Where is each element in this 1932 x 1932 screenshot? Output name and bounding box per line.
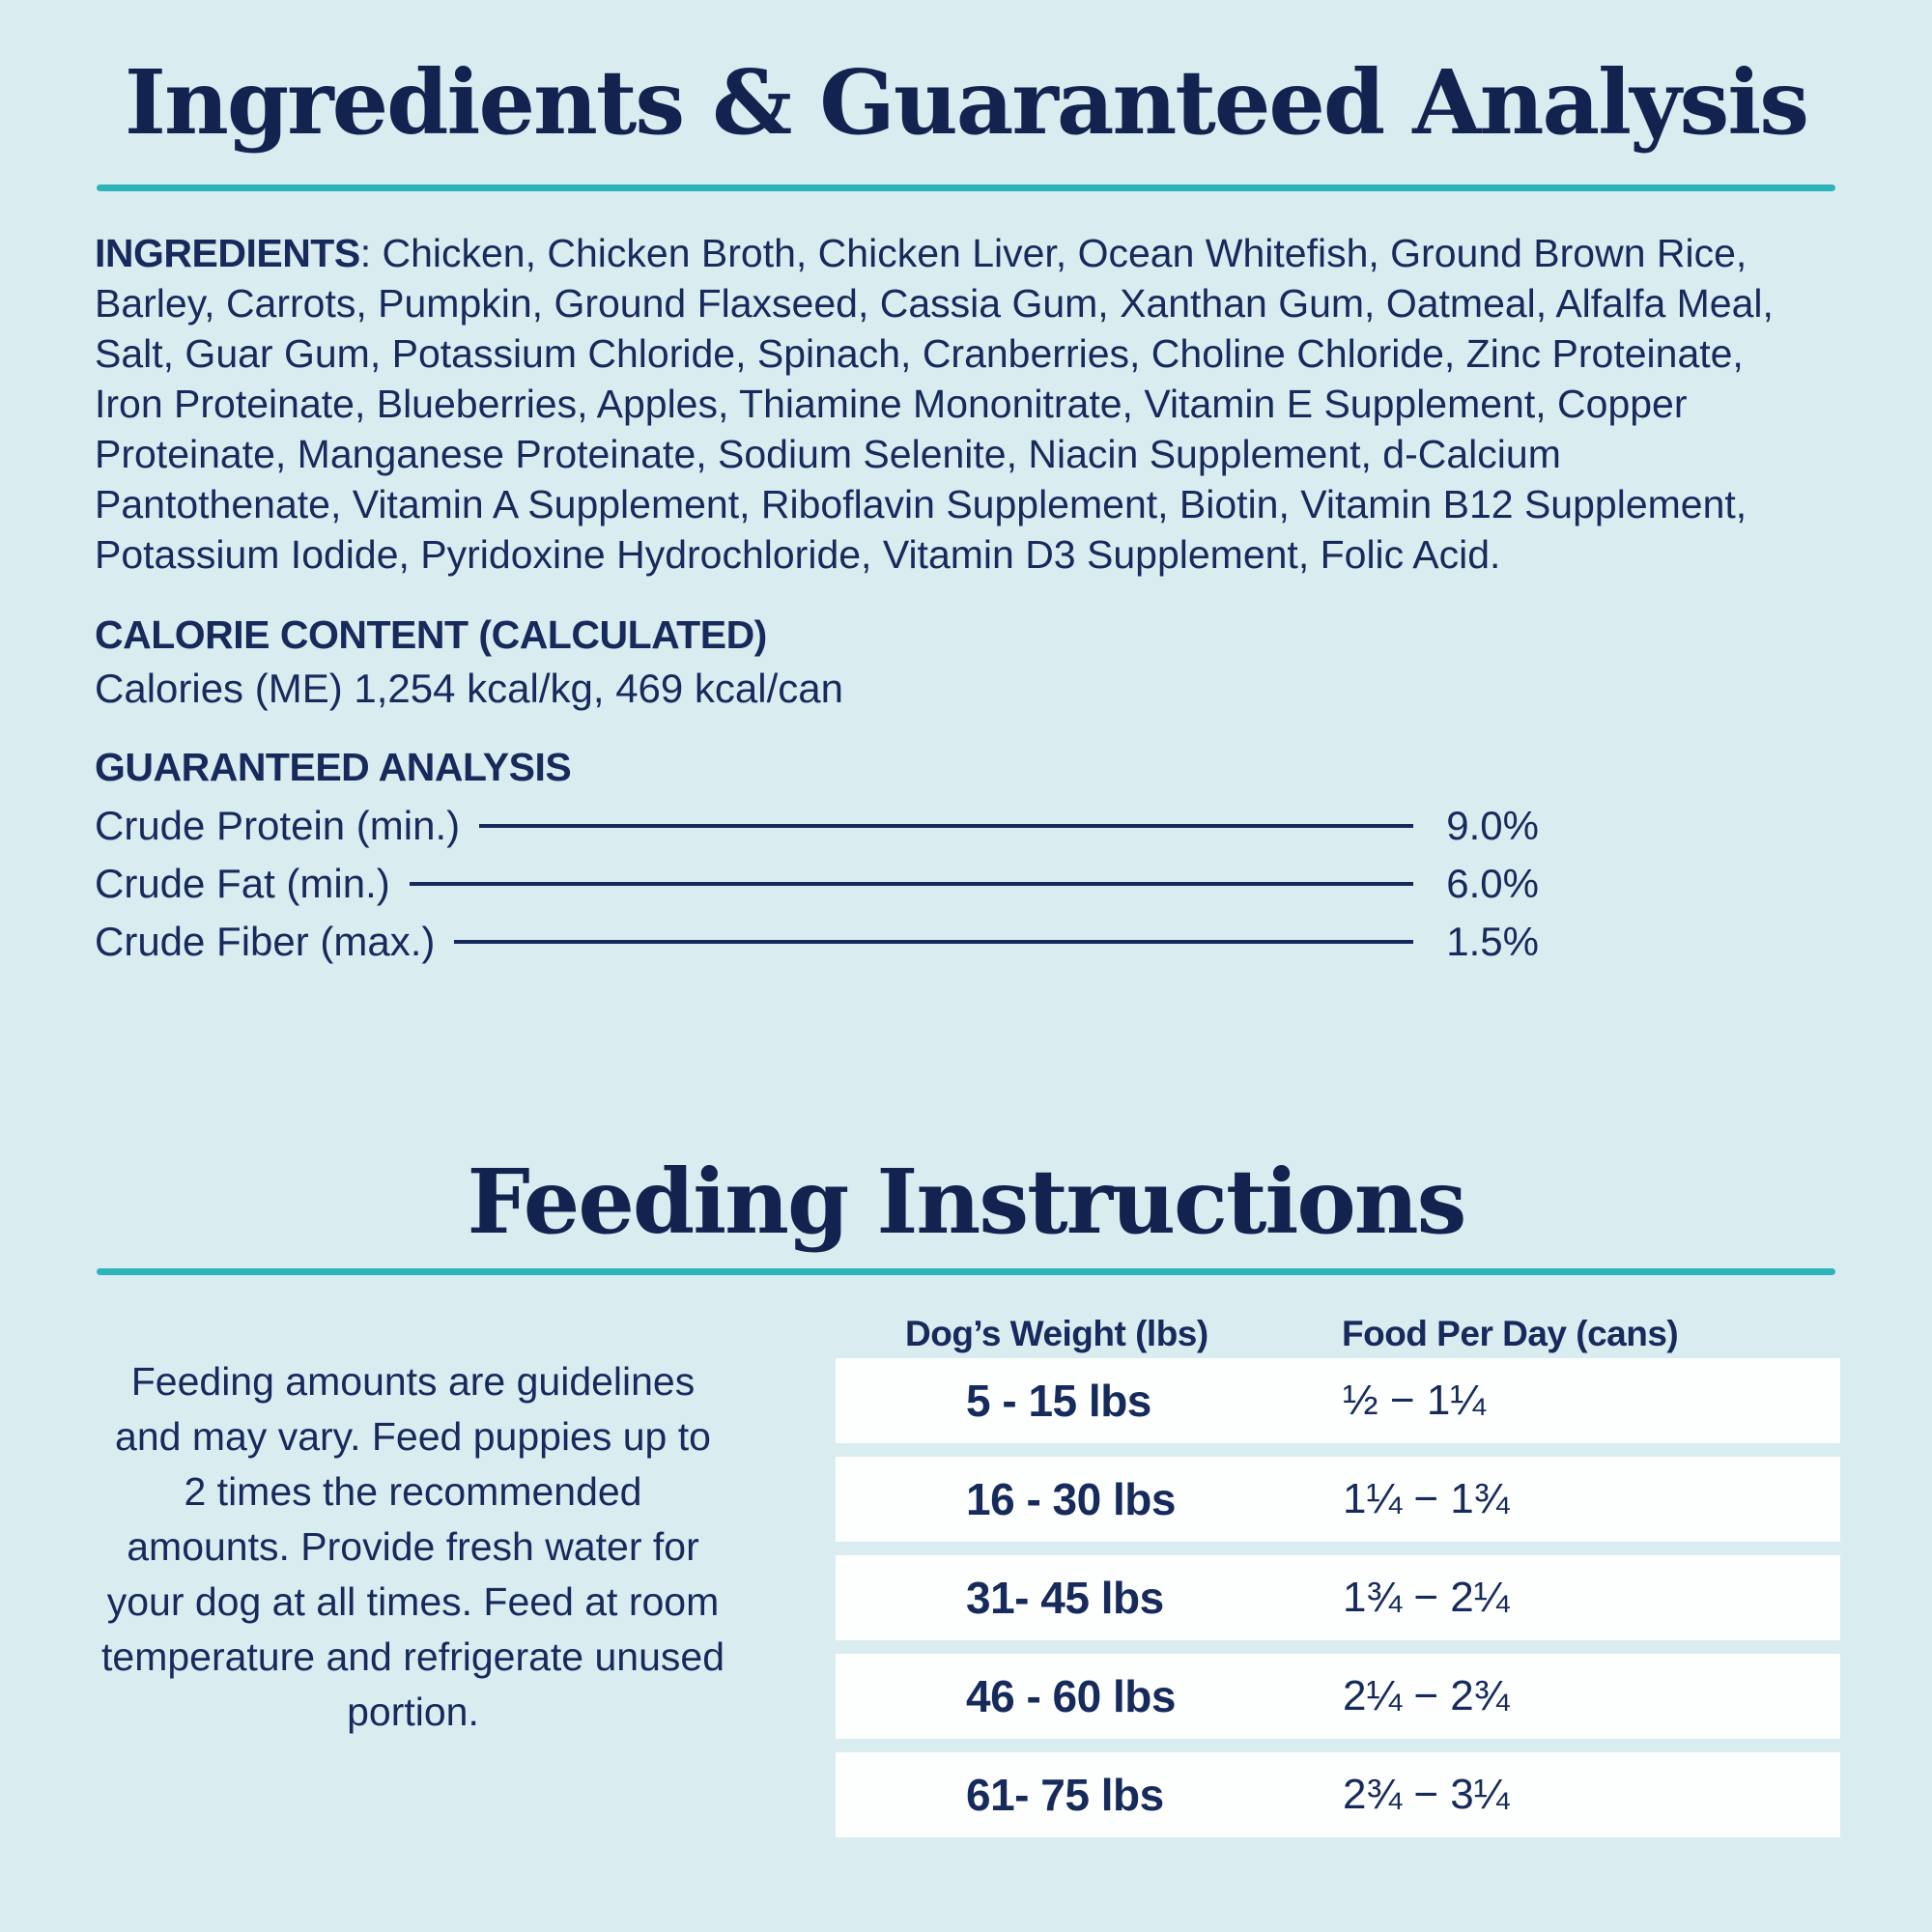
analysis-row-crude-fat: Crude Fat (min.) 6.0% — [95, 860, 1539, 908]
table-header-dogs-weight: Dog’s Weight (lbs) — [905, 1313, 1208, 1353]
guaranteed-analysis-list: Crude Protein (min.) 9.0% Crude Fat (min… — [0, 802, 1932, 966]
analysis-value: 1.5% — [1446, 918, 1539, 964]
leader-line — [409, 881, 1413, 886]
calorie-content-value: Calories (ME) 1,254 kcal/kg, 469 kcal/ca… — [95, 665, 844, 711]
analysis-row-crude-protein: Crude Protein (min.) 9.0% — [95, 802, 1539, 850]
food-cell: 2¾ − 3¼ — [1343, 1770, 1510, 1818]
guaranteed-analysis-heading: GUARANTEED ANALYSIS — [95, 744, 572, 789]
weight-cell: 5 - 15 lbs — [966, 1375, 1151, 1426]
analysis-value: 6.0% — [1446, 860, 1539, 906]
analysis-label: Crude Fiber (max.) — [95, 918, 436, 964]
weight-cell: 46 - 60 lbs — [966, 1670, 1176, 1721]
food-cell: 2¼ − 2¾ — [1343, 1671, 1510, 1719]
leader-line — [479, 823, 1413, 828]
teal-divider-top — [97, 184, 1835, 191]
weight-cell: 31- 45 lbs — [966, 1572, 1164, 1623]
feeding-section-title: Feeding Instructions — [467, 1150, 1467, 1254]
leader-line — [454, 939, 1413, 944]
ingredients-list-text: : Chicken, Chicken Broth, Chicken Liver,… — [95, 230, 1774, 577]
food-cell: ½ − 1¼ — [1343, 1376, 1487, 1424]
weight-cell: 16 - 30 lbs — [966, 1473, 1176, 1524]
table-header-food-per-day: Food Per Day (cans) — [1342, 1313, 1679, 1353]
table-row: 31- 45 lbs 1¾ − 2¼ — [836, 1554, 1840, 1640]
table-row: 16 - 30 lbs 1¼ − 1¾ — [836, 1456, 1840, 1542]
food-cell: 1¼ − 1¾ — [1343, 1474, 1510, 1522]
feeding-note: Feeding amounts are guidelines and may v… — [101, 1358, 725, 1734]
analysis-value: 9.0% — [1446, 802, 1539, 848]
feeding-section: Feeding Instructions Feeding amounts are… — [0, 1155, 1932, 1893]
analysis-label: Crude Fat (min.) — [95, 860, 390, 906]
teal-divider-bottom — [97, 1267, 1835, 1275]
feeding-content: Feeding amounts are guidelines and may v… — [0, 1275, 1932, 1893]
table-row: 5 - 15 lbs ½ − 1¼ — [836, 1357, 1840, 1443]
food-cell: 1¾ − 2¼ — [1343, 1573, 1510, 1621]
ingredients-label: INGREDIENTS — [95, 230, 360, 275]
weight-cell: 61- 75 lbs — [966, 1769, 1164, 1820]
ingredients-section-title: Ingredients & Guaranteed Analysis — [124, 50, 1809, 155]
calorie-content-heading: CALORIE CONTENT (CALCULATED) — [95, 611, 767, 657]
analysis-label: Crude Protein (min.) — [95, 802, 461, 848]
ingredients-section: Ingredients & Guaranteed Analysis INGRED… — [0, 56, 1932, 966]
ingredients-paragraph: INGREDIENTS: Chicken, Chicken Broth, Chi… — [95, 228, 1790, 580]
table-row: 61- 75 lbs 2¾ − 3¼ — [836, 1751, 1840, 1837]
table-row: 46 - 60 lbs 2¼ − 2¾ — [836, 1653, 1840, 1739]
analysis-row-crude-fiber: Crude Fiber (max.) 1.5% — [95, 918, 1539, 966]
